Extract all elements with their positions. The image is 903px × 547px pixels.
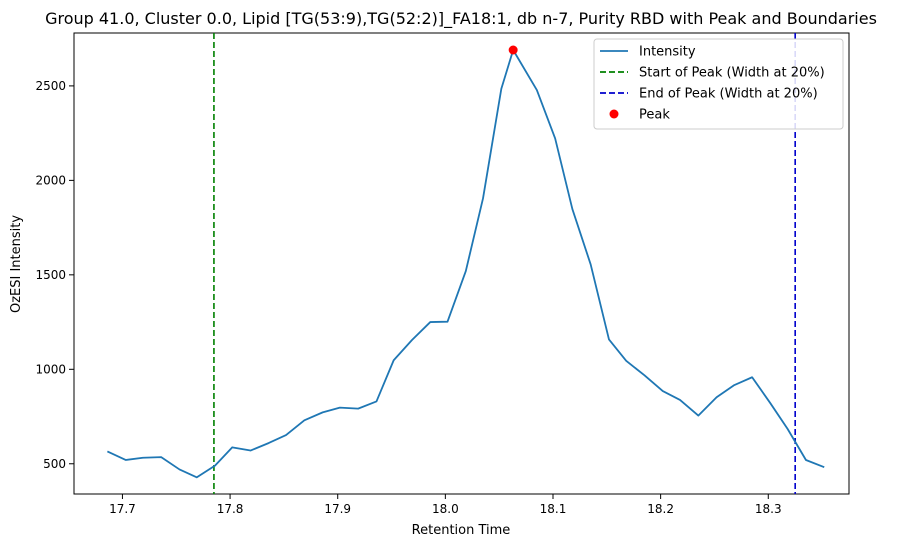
- x-axis-ticks: 17.7 17.8 17.9 18.0 18.1 18.2 18.3: [109, 494, 782, 516]
- legend-marker-swatch: [609, 109, 619, 119]
- x-tick-label: 18.3: [755, 502, 782, 516]
- legend-label: Start of Peak (Width at 20%): [639, 66, 825, 81]
- y-axis-ticks: 500 1000 1500 2000 2500: [35, 79, 74, 471]
- x-tick-label: 17.9: [324, 502, 351, 516]
- x-tick-label: 18.0: [432, 502, 459, 516]
- intensity-series-line: [106, 49, 825, 479]
- legend-label: Peak: [639, 108, 670, 123]
- peak-marker: [508, 45, 518, 55]
- x-tick-label: 18.1: [540, 502, 567, 516]
- legend: Intensity Start of Peak (Width at 20%) End…: [593, 38, 844, 130]
- legend-label: Intensity: [639, 45, 696, 60]
- plot-frame: [73, 32, 850, 495]
- y-tick-label: 1000: [35, 362, 66, 376]
- x-tick-label: 17.8: [217, 502, 244, 516]
- y-tick-label: 2500: [35, 79, 66, 93]
- chart-title: Group 41.0, Cluster 0.0, Lipid [TG(53:9)…: [45, 9, 877, 29]
- y-axis-label: OzESI Intensity: [9, 215, 24, 313]
- y-tick-label: 1500: [35, 268, 66, 282]
- legend-label: End of Peak (Width at 20%): [639, 87, 818, 102]
- x-tick-label: 17.7: [109, 502, 136, 516]
- x-tick-label: 18.2: [647, 502, 674, 516]
- legend-items: Intensity Start of Peak (Width at 20%) End…: [600, 45, 825, 123]
- y-tick-label: 2000: [35, 173, 66, 187]
- y-tick-label: 500: [43, 457, 66, 471]
- x-axis-label: Retention Time: [412, 523, 511, 538]
- legend-box: [593, 38, 844, 130]
